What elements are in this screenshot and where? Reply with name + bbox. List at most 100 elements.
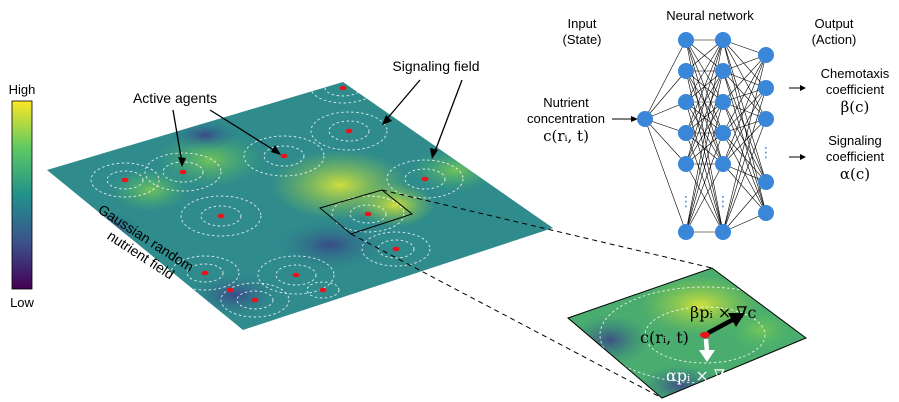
active-agents-arrows [172,109,278,164]
network-node [637,111,653,127]
network-edge [685,163,724,233]
arrow-head [631,116,638,122]
network-node [678,125,694,141]
network-edge [722,54,767,134]
network-edge [644,118,687,233]
output2-math: α(c) [840,165,870,183]
agent [339,85,347,91]
network-edge [685,70,724,165]
network-edge [685,101,724,165]
zoom-connectors [350,189,713,399]
input-label-line2: concentration [527,111,605,126]
agent [121,177,129,183]
agent [201,270,209,276]
network-edge [685,39,724,103]
signaling-field-arrows [385,79,463,155]
network-edge [722,87,767,134]
network-edge [644,39,687,120]
colorbar-high-label: High [9,82,36,97]
network-edge [722,39,767,89]
network-edge [722,118,767,233]
network-node [678,63,694,79]
network-node [678,224,694,240]
network-node [715,32,731,48]
zoom-inset: βpᵢ × ∇c c(rᵢ, t) αpᵢ × ∇ρ [567,267,808,399]
network-node [758,174,774,190]
active-agents-label: Active agents [133,90,217,106]
nutrient-field [47,82,553,330]
input-title: Input [568,16,597,31]
network-node [715,94,731,110]
agent [217,213,225,219]
network-edge [722,87,767,233]
network-node [715,125,731,141]
network-node [758,47,774,63]
network-nodes [637,32,774,240]
output2-line1: Signaling [828,133,882,148]
signaling-field-label: Signaling field [392,58,479,74]
arrow-head [271,145,281,155]
network-edge [685,101,724,233]
output2-line2: coefficient [826,149,885,164]
network-node [715,224,731,240]
colorbar-low-label: Low [10,295,34,310]
network-edges [644,39,767,233]
output1-line2: coefficient [826,82,885,97]
network-edge [644,118,687,165]
input-label-line1: Nutrient [543,95,589,110]
agent [292,272,300,278]
network-edge [722,54,767,103]
network-edge [722,132,767,183]
agent [280,153,288,159]
agent [226,287,234,293]
output-title: Output [814,16,853,31]
colorbar: High Low [9,82,36,310]
agent [345,128,353,134]
network-edge [722,87,767,165]
arrow-head [430,148,438,159]
agent [319,287,327,293]
agent [251,297,259,303]
network-edge [685,132,724,165]
zoom-region-box [318,189,414,235]
output1-math: β(c) [841,98,870,116]
agent [179,169,187,175]
output-subtitle: (Action) [812,32,857,47]
arrow-head [699,350,715,362]
network-node [678,94,694,110]
network-edge [685,132,724,233]
network-node [758,205,774,221]
active-agents [121,85,429,303]
agent [700,331,710,339]
arrow-head [728,313,745,327]
network-edge [722,54,767,165]
hidden-title: Neural network [666,8,754,23]
layer1-ellipsis: ⋮ [679,193,693,209]
layer3-ellipsis: ⋮ [759,144,773,160]
output1-line1: Chemotaxis [821,66,890,81]
network-edge [722,181,767,233]
network-edge [722,118,767,165]
network-edge [685,39,724,72]
network-node [758,111,774,127]
agent [421,176,429,182]
signaling-arrow [703,338,710,353]
network-edge [644,70,687,120]
chemotaxis-arrow [706,316,738,335]
agent [364,211,372,217]
network-node [715,156,731,172]
network-edge [722,101,767,183]
network-edge [722,163,767,214]
network-node [758,80,774,96]
chemotaxis-term: βpᵢ × ∇c [690,303,756,322]
layer2-ellipsis: ⋮ [716,193,730,209]
input-math: c(rᵢ, t) [543,127,589,145]
network-edge [685,39,724,134]
neural-network: Input (State) Neural network Output (Act… [527,8,890,240]
network-edge [685,39,724,165]
network-node [678,156,694,172]
network-node [715,63,731,79]
arrow-head [178,157,186,167]
input-subtitle: (State) [562,32,601,47]
